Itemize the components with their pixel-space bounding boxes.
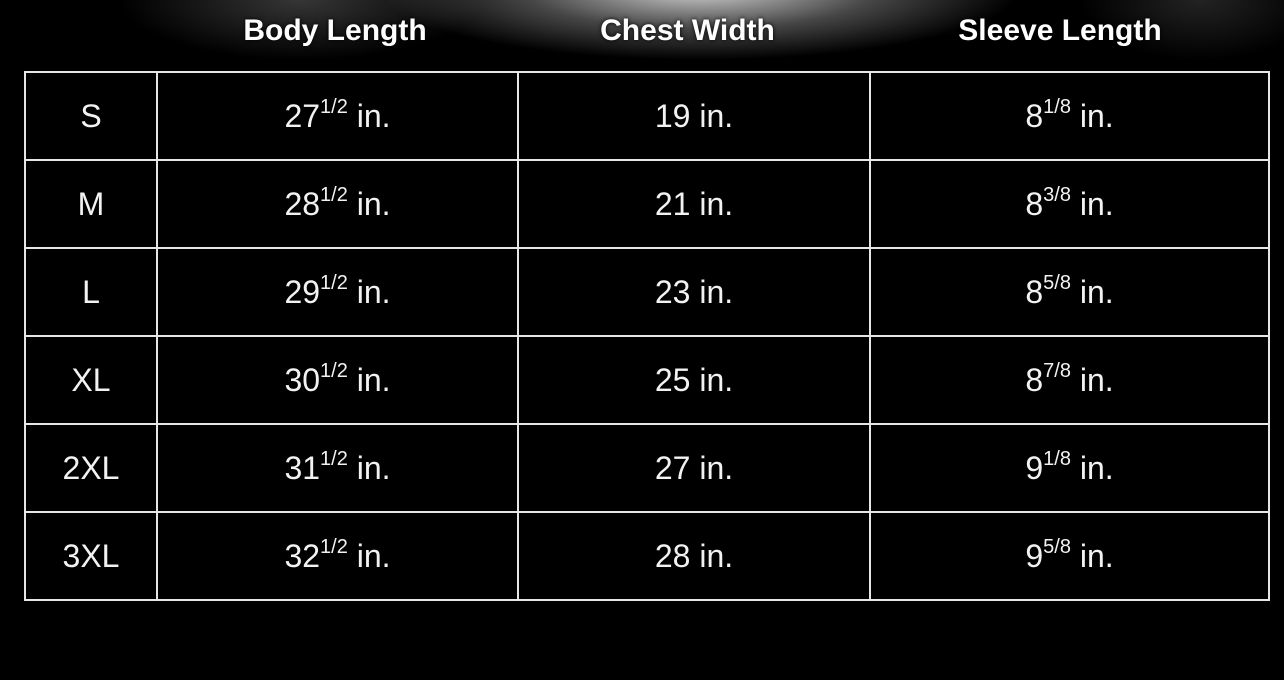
sleeve-length-whole: 8 <box>1025 97 1044 134</box>
size-cell: 2XL <box>24 423 158 513</box>
body-length-whole: 30 <box>284 361 321 398</box>
body-length-whole: 32 <box>284 537 321 574</box>
unit: in. <box>1070 361 1114 398</box>
sleeve-length-fraction: 5/8 <box>1043 535 1071 558</box>
sleeve-length-cell: 83/8 in. <box>869 159 1270 249</box>
sleeve-length-fraction: 3/8 <box>1043 183 1071 206</box>
body-length-cell: 301/2 in. <box>156 335 519 425</box>
body-length-cell: 311/2 in. <box>156 423 519 513</box>
table-row: L 291/2 in. 23 in. 85/8 in. <box>24 247 1270 337</box>
sleeve-length-cell: 87/8 in. <box>869 335 1270 425</box>
chest-width-value: 23 in. <box>654 273 734 310</box>
table-row: S 271/2 in. 19 in. 81/8 in. <box>24 71 1270 161</box>
body-length-cell: 281/2 in. <box>156 159 519 249</box>
table-row: 2XL 311/2 in. 27 in. 91/8 in. <box>24 423 1270 513</box>
unit: in. <box>347 185 391 222</box>
unit: in. <box>347 449 391 486</box>
chest-width-cell: 25 in. <box>517 335 871 425</box>
chest-width-cell: 27 in. <box>517 423 871 513</box>
header-body-length: Body Length <box>243 14 427 47</box>
body-length-fraction: 1/2 <box>320 183 348 206</box>
size-label: S <box>80 97 102 134</box>
chest-width-value: 21 in. <box>654 185 734 222</box>
header-chest-width: Chest Width <box>600 14 775 47</box>
body-length-whole: 27 <box>284 97 321 134</box>
sleeve-length-cell: 81/8 in. <box>869 71 1270 161</box>
sleeve-length-fraction: 7/8 <box>1043 359 1071 382</box>
chest-width-cell: 21 in. <box>517 159 871 249</box>
body-length-cell: 271/2 in. <box>156 71 519 161</box>
unit: in. <box>1070 449 1114 486</box>
sleeve-length-cell: 91/8 in. <box>869 423 1270 513</box>
chest-width-value: 25 in. <box>654 361 734 398</box>
sleeve-length-fraction: 1/8 <box>1043 447 1071 470</box>
size-cell: 3XL <box>24 511 158 601</box>
size-cell: S <box>24 71 158 161</box>
chest-width-cell: 28 in. <box>517 511 871 601</box>
table-row: XL 301/2 in. 25 in. 87/8 in. <box>24 335 1270 425</box>
body-length-fraction: 1/2 <box>320 359 348 382</box>
table-row: M 281/2 in. 21 in. 83/8 in. <box>24 159 1270 249</box>
size-label: 3XL <box>62 537 120 574</box>
chest-width-value: 19 in. <box>654 97 734 134</box>
unit: in. <box>1070 273 1114 310</box>
size-label: L <box>82 273 100 310</box>
unit: in. <box>347 537 391 574</box>
background-photo <box>0 0 1284 80</box>
chest-width-cell: 19 in. <box>517 71 871 161</box>
chest-width-value: 27 in. <box>654 449 734 486</box>
size-label: 2XL <box>62 449 120 486</box>
unit: in. <box>1070 185 1114 222</box>
sleeve-length-cell: 95/8 in. <box>869 511 1270 601</box>
sleeve-length-whole: 9 <box>1025 537 1044 574</box>
body-length-cell: 321/2 in. <box>156 511 519 601</box>
chest-width-value: 28 in. <box>654 537 734 574</box>
unit: in. <box>1070 97 1114 134</box>
body-length-whole: 28 <box>284 185 321 222</box>
body-length-whole: 31 <box>284 449 321 486</box>
size-chart-table: S 271/2 in. 19 in. 81/8 in. M 281/2 in. 21 in.… <box>24 71 1270 601</box>
body-length-fraction: 1/2 <box>320 95 348 118</box>
sleeve-length-whole: 8 <box>1025 361 1044 398</box>
sleeve-length-whole: 8 <box>1025 185 1044 222</box>
sleeve-length-whole: 8 <box>1025 273 1044 310</box>
body-length-cell: 291/2 in. <box>156 247 519 337</box>
size-cell: M <box>24 159 158 249</box>
size-cell: L <box>24 247 158 337</box>
unit: in. <box>1070 537 1114 574</box>
size-cell: XL <box>24 335 158 425</box>
body-length-fraction: 1/2 <box>320 535 348 558</box>
unit: in. <box>347 97 391 134</box>
chest-width-cell: 23 in. <box>517 247 871 337</box>
body-length-fraction: 1/2 <box>320 271 348 294</box>
body-length-whole: 29 <box>284 273 321 310</box>
sleeve-length-cell: 85/8 in. <box>869 247 1270 337</box>
table-row: 3XL 321/2 in. 28 in. 95/8 in. <box>24 511 1270 601</box>
body-length-fraction: 1/2 <box>320 447 348 470</box>
size-label: M <box>77 185 105 222</box>
header-sleeve-length: Sleeve Length <box>958 14 1162 47</box>
unit: in. <box>347 361 391 398</box>
unit: in. <box>347 273 391 310</box>
size-label: XL <box>71 361 111 398</box>
sleeve-length-fraction: 1/8 <box>1043 95 1071 118</box>
sleeve-length-whole: 9 <box>1025 449 1044 486</box>
sleeve-length-fraction: 5/8 <box>1043 271 1071 294</box>
